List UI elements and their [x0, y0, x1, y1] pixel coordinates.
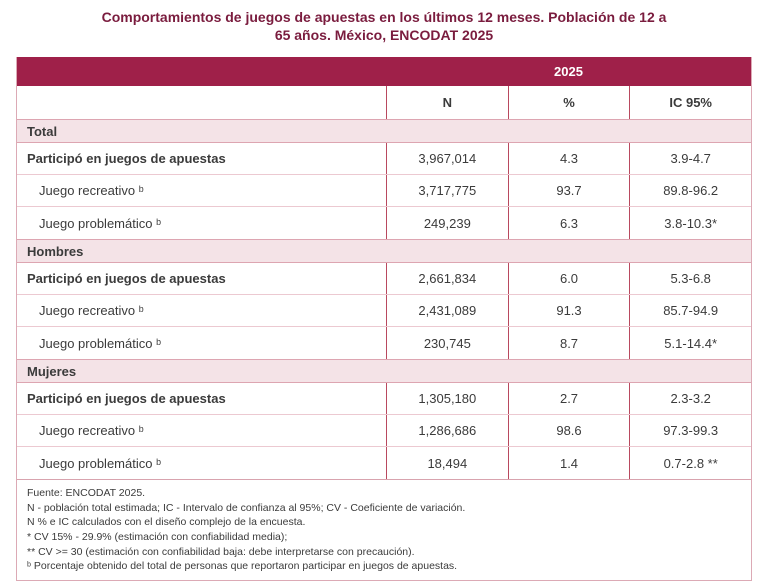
year-header-row: 2025	[17, 57, 751, 86]
page-title-line1: Comportamientos de juegos de apuestas en…	[101, 9, 667, 25]
ic-cell: 0.7-2.8 **	[629, 447, 751, 479]
data-table: 2025 N % IC 95% Total Participó en juego…	[16, 57, 752, 582]
footnote-double-asterisk: ** CV >= 30 (estimación con confiabilida…	[27, 545, 415, 558]
column-header-empty	[17, 86, 386, 119]
ic-cell: 3.8-10.3*	[629, 207, 751, 239]
row-label-cell: Juego recreativo ᵇ	[39, 303, 144, 318]
n-cell: 2,661,834	[386, 263, 508, 294]
pct-cell: 6.0	[507, 263, 630, 294]
row-label-cell: Participó en juegos de apuestas	[27, 271, 226, 286]
table-row: Participó en juegos de apuestas 2,661,83…	[17, 263, 751, 295]
ic-cell: 5.3-6.8	[629, 263, 751, 294]
pct-cell: 6.3	[507, 207, 630, 239]
row-label-cell: Juego problemático ᵇ	[39, 335, 161, 351]
n-cell: 1,305,180	[386, 383, 508, 414]
table-row: Juego problemático ᵇ 230,745 8.7 5.1-14.…	[17, 327, 751, 359]
footnotes: Fuente: ENCODAT 2025. N - población tota…	[17, 479, 751, 580]
n-cell: 18,494	[386, 447, 508, 479]
page-title-line2: 65 años. México, ENCODAT 2025	[274, 27, 494, 43]
row-label-cell: Participó en juegos de apuestas	[27, 391, 226, 406]
section-header: Hombres	[17, 239, 751, 263]
page-title: Comportamientos de juegos de apuestas en…	[0, 0, 768, 44]
table-row: Participó en juegos de apuestas 3,967,01…	[17, 143, 751, 175]
pct-cell: 8.7	[507, 327, 630, 359]
section-total: Total Participó en juegos de apuestas 3,…	[17, 119, 751, 239]
year-label: 2025	[554, 64, 583, 79]
table-row: Participó en juegos de apuestas 1,305,18…	[17, 383, 751, 415]
footnote-b: ᵇ Porcentaje obtenido del total de perso…	[27, 560, 458, 573]
column-header-ic: IC 95%	[629, 86, 751, 119]
pct-cell: 2.7	[507, 383, 630, 414]
ic-cell: 89.8-96.2	[629, 175, 751, 206]
row-label-cell: Juego recreativo ᵇ	[39, 183, 144, 198]
ic-cell: 2.3-3.2	[629, 383, 751, 414]
row-label-cell: Participó en juegos de apuestas	[27, 151, 226, 166]
pct-cell: 4.3	[507, 143, 630, 174]
ic-cell: 3.9-4.7	[629, 143, 751, 174]
n-cell: 3,967,014	[386, 143, 508, 174]
footnote-source: Fuente: ENCODAT 2025.	[27, 487, 146, 499]
footnote-abbreviations: N - población total estimada; IC - Inter…	[27, 501, 466, 514]
table-row: Juego recreativo ᵇ 3,717,775 93.7 89.8-9…	[17, 175, 751, 207]
ic-cell: 97.3-99.3	[629, 415, 751, 446]
column-header-n: N	[386, 86, 508, 119]
footnote-design: N % e IC calculados con el diseño comple…	[27, 516, 306, 529]
row-label-cell: Juego recreativo ᵇ	[39, 423, 144, 438]
n-cell: 230,745	[386, 327, 508, 359]
table-row: Juego recreativo ᵇ 1,286,686 98.6 97.3-9…	[17, 415, 751, 447]
section-mujeres: Mujeres Participó en juegos de apuestas …	[17, 359, 751, 479]
ic-cell: 85.7-94.9	[629, 295, 751, 326]
pct-cell: 91.3	[507, 295, 630, 326]
row-label-cell: Juego problemático ᵇ	[39, 215, 161, 231]
table-row: Juego problemático ᵇ 249,239 6.3 3.8-10.…	[17, 207, 751, 239]
table-row: Juego problemático ᵇ 18,494 1.4 0.7-2.8 …	[17, 447, 751, 479]
n-cell: 249,239	[386, 207, 508, 239]
n-cell: 1,286,686	[386, 415, 508, 446]
pct-cell: 1.4	[507, 447, 630, 479]
n-cell: 2,431,089	[386, 295, 508, 326]
table-row: Juego recreativo ᵇ 2,431,089 91.3 85.7-9…	[17, 295, 751, 327]
ic-cell: 5.1-14.4*	[629, 327, 751, 359]
footnote-single-asterisk: * CV 15% - 29.9% (estimación con confiab…	[27, 531, 288, 544]
pct-cell: 98.6	[507, 415, 630, 446]
row-label-cell: Juego problemático ᵇ	[39, 455, 161, 471]
section-header: Mujeres	[17, 359, 751, 383]
section-header: Total	[17, 119, 751, 143]
section-hombres: Hombres Participó en juegos de apuestas …	[17, 239, 751, 359]
column-header-pct: %	[507, 86, 630, 119]
n-cell: 3,717,775	[386, 175, 508, 206]
pct-cell: 93.7	[507, 175, 630, 206]
column-header-row: N % IC 95%	[17, 86, 751, 119]
